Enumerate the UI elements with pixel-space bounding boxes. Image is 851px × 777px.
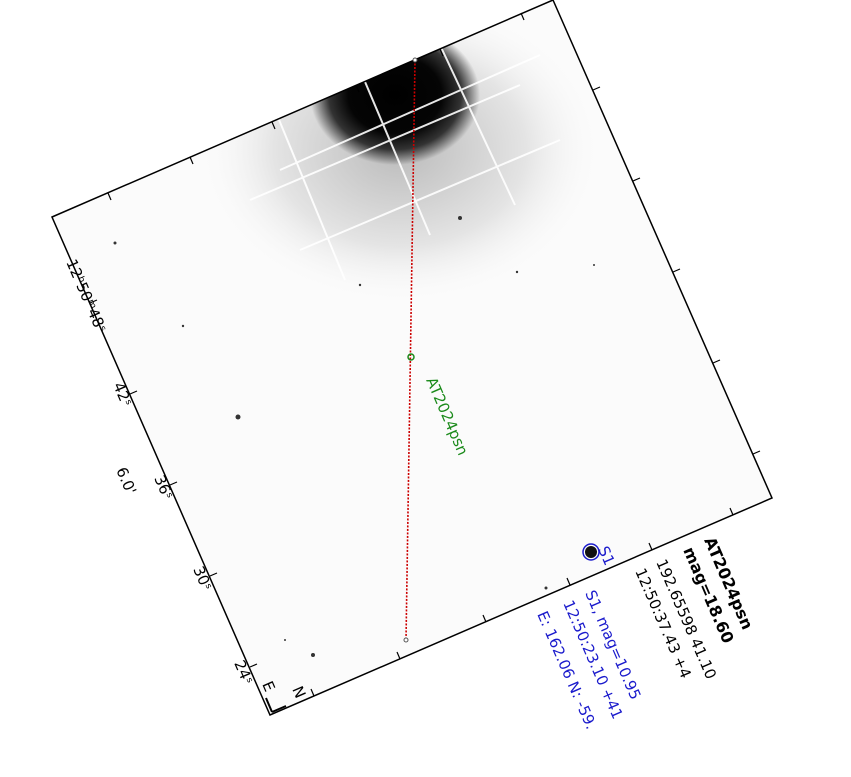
chart-frame — [51, 0, 773, 716]
offset-star-disk — [585, 546, 597, 558]
target-marker — [407, 353, 415, 361]
offset-star-marker — [582, 543, 600, 561]
offset-path-start — [412, 57, 418, 63]
ra-ticks — [89, 12, 761, 697]
field-stars — [113, 216, 595, 657]
compass — [265, 697, 287, 713]
offset-path — [405, 59, 416, 641]
scale-label: 6.0' — [112, 464, 140, 497]
offset-path-end — [403, 637, 409, 643]
